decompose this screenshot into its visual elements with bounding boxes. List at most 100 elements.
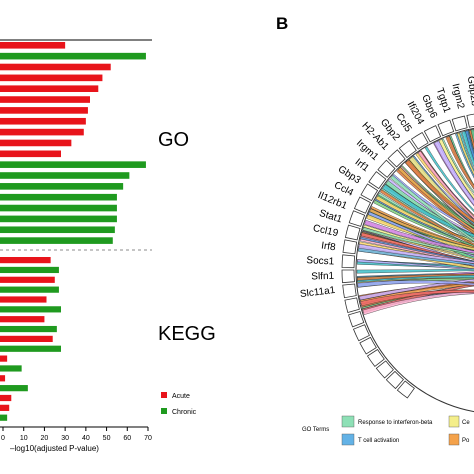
chord-ribbon (390, 175, 474, 242)
legend-label-acute: Acute (172, 393, 190, 400)
chord-ribbon (362, 227, 474, 255)
chord-ribbon (357, 259, 474, 270)
ring-inner-edge (355, 127, 474, 413)
bar-chronic (0, 204, 117, 212)
ring-segment (387, 149, 406, 168)
gene-ring (341, 113, 474, 413)
ring-segment (342, 283, 357, 299)
bar-acute (0, 296, 47, 303)
chord-ribbon (438, 139, 474, 200)
legend-label-ce: Ce (462, 420, 470, 426)
bar-chronic (0, 237, 113, 244)
gene-labels: Acod1Ifi211IfngGbp2bIrgm2Tgtp1Gbp6Ifi204… (299, 75, 474, 300)
bar-chronic (0, 414, 8, 421)
chord-ribbon (441, 138, 474, 194)
bar-chronic (0, 161, 146, 168)
x-tick-label: 30 (61, 435, 69, 442)
ring-segment (410, 131, 429, 150)
x-tick-label: 10 (20, 435, 28, 442)
x-tick-label: 40 (82, 435, 90, 442)
ring-segment (385, 370, 405, 390)
bar-chronic (0, 215, 117, 223)
chord-ribbon (364, 219, 474, 254)
ring-segment (375, 360, 394, 379)
ring-segment (348, 210, 366, 227)
ring-segment (466, 113, 474, 128)
chord-ribbon (445, 136, 474, 190)
legend-swatch-ce (448, 415, 460, 428)
go-bar-group (0, 42, 146, 244)
gene-label: Irgm2 (449, 83, 466, 111)
chord-ribbon (461, 130, 474, 168)
chord-ribbon (417, 150, 474, 220)
ring-segment (344, 297, 360, 313)
ring-segment (342, 239, 358, 255)
ring-segment (341, 254, 356, 269)
bar-acute (0, 96, 90, 103)
x-axis-ticks: 0 10 20 30 40 50 60 70 (1, 427, 152, 442)
bar-acute (0, 404, 10, 411)
bar-acute (0, 355, 8, 362)
bar-acute (0, 42, 66, 49)
bar-acute (0, 139, 72, 147)
legend-label-po: Po (462, 438, 470, 444)
legend-swatch-acute (161, 392, 167, 398)
chord-diagram: B Acod1Ifi211IfngGbp2bIrgm2Tgtp1Gbp6Ifi2… (276, 14, 474, 446)
chord-ribbon (360, 282, 474, 305)
ring-segment (423, 125, 442, 143)
ring-segment (360, 183, 379, 202)
bar-chronic (0, 183, 124, 190)
bar-acute (0, 375, 6, 382)
ring-segment (344, 224, 361, 241)
chord-ribbon (382, 184, 474, 238)
bar-acute (0, 394, 12, 402)
chord-ribbon (449, 135, 474, 188)
ring-segment (353, 196, 372, 214)
chord-ribbon (379, 189, 474, 246)
legend-swatch-po (448, 433, 460, 446)
ring-segment (368, 171, 387, 190)
bar-acute (0, 150, 61, 158)
x-tick-label: 0 (1, 435, 5, 442)
chord-ribbon (375, 195, 474, 243)
x-axis-label: –log10(adjusted P-value) (10, 444, 99, 453)
bar-chronic (0, 345, 61, 352)
bar-chronic (0, 325, 57, 333)
gene-label: Gbp2b (465, 75, 474, 107)
bar-acute (0, 257, 51, 264)
chord-ribbon (405, 159, 474, 223)
bar-chronic (0, 193, 117, 201)
bar-legend: Acute Chronic (161, 392, 197, 416)
gene-label: Ccl19 (312, 223, 340, 239)
bar-acute (0, 316, 45, 323)
gene-label: Stat1 (318, 208, 344, 226)
ring-segment (341, 269, 355, 284)
chord-ribbon (356, 268, 474, 274)
x-tick-label: 70 (144, 435, 152, 442)
x-tick-label: 60 (123, 435, 131, 442)
ring-segment (359, 336, 377, 355)
ring-segment (348, 310, 365, 328)
gene-label: Socs1 (306, 255, 335, 267)
chord-ribbon (397, 167, 474, 232)
legend-swatch-chronic (161, 408, 167, 414)
bar-acute (0, 335, 53, 342)
ring-segment (396, 380, 415, 399)
chord-ribbon (369, 208, 474, 249)
kegg-bar-group (0, 257, 61, 421)
ring-segment (366, 348, 385, 367)
bar-chart: GO KEGG 0 10 20 30 40 50 60 70 –log10(adjusted … (0, 39, 216, 453)
bar-chronic (0, 306, 61, 313)
chord-ribbon (358, 243, 474, 264)
bar-chronic (0, 52, 146, 60)
chord-ribbon (470, 129, 474, 144)
chord-ribbon (456, 132, 474, 177)
ring-segment (437, 119, 455, 137)
chord-ribbon (465, 130, 474, 161)
go-section-label: GO (158, 129, 189, 151)
ring-segment (398, 140, 417, 159)
chord-ribbon (424, 146, 474, 213)
x-tick-label: 50 (103, 435, 111, 442)
legend-swatch-t-cell-activation (341, 433, 355, 446)
bar-acute (0, 74, 103, 82)
